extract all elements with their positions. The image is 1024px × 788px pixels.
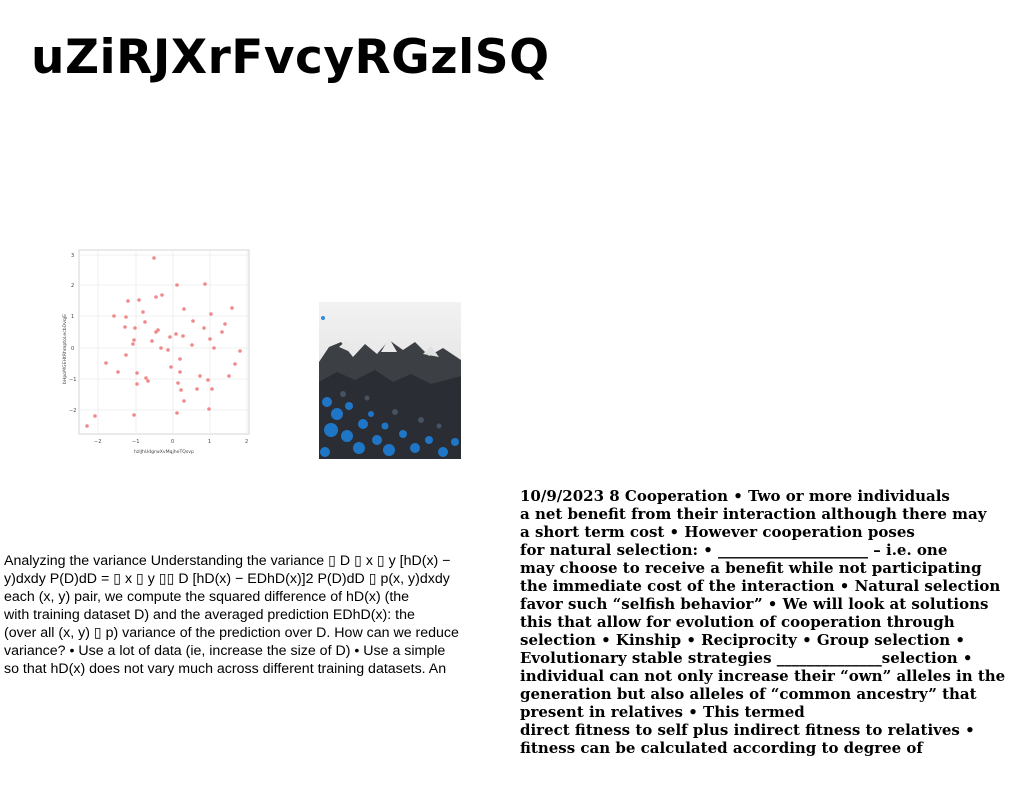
paragraph-line: generation but also alleles of “common a… <box>520 685 977 703</box>
x-axis-label: hzlJhUdgrwXvMqjheTQsvp <box>134 449 194 455</box>
y-axis-label: bHpoMGEHtRhmptoLecbDvqjE <box>62 314 68 384</box>
scatter-plot-image: 3 2 1 0 −1 −2 −2 −1 0 1 2 hzlJhUdgrwXvMq… <box>62 249 250 455</box>
paragraph-line: present in relatives • This termed <box>520 703 805 721</box>
x-tick-label: 2 <box>245 439 248 445</box>
paragraph-line: may choose to receive a benefit while no… <box>520 559 982 577</box>
paragraph-line: (over all (x, y) ▯ p) variance of the pr… <box>4 625 459 641</box>
paragraph-line: a short term cost • However cooperation … <box>520 523 915 541</box>
paragraph-line: with training dataset D) and the average… <box>4 607 415 623</box>
x-tick-label: 0 <box>171 439 174 445</box>
x-tick-label: 1 <box>208 439 211 445</box>
paragraph-line: selection • Kinship • Reciprocity • Grou… <box>520 631 965 649</box>
paragraph-line: so that hD(x) does not vary much across … <box>4 661 447 677</box>
paragraph-line: Evolutionary stable strategies _________… <box>520 649 973 667</box>
cooperation-paragraph: 10/9/2023 8 Cooperation • Two or more in… <box>520 487 1024 757</box>
scatter-points <box>85 256 242 428</box>
paragraph-line: variance? • Use a lot of data (ie, incre… <box>4 643 446 659</box>
paragraph-line: Analyzing the variance Understanding the… <box>4 553 451 569</box>
paragraph-line: direct fitness to self plus indirect fit… <box>520 721 975 739</box>
paragraph-line: favor such “selfish behavior” • We will … <box>520 595 989 613</box>
y-tick-label: 2 <box>71 283 74 289</box>
variance-paragraph: Analyzing the variance Understanding the… <box>4 552 514 678</box>
paragraph-line: 10/9/2023 8 Cooperation • Two or more in… <box>520 487 950 505</box>
paragraph-line: fitness can be calculated according to d… <box>520 739 923 757</box>
page-title: uZiRJXrFvcyRGzlSQ <box>31 30 550 85</box>
x-tick-label: −2 <box>94 439 101 445</box>
y-tick-label: −2 <box>69 408 76 414</box>
paragraph-line: each (x, y) pair, we compute the squared… <box>4 589 410 605</box>
y-tick-label: 0 <box>71 346 74 352</box>
paragraph-line: a net benefit from their interaction alt… <box>520 505 987 523</box>
x-tick-label: −1 <box>132 439 139 445</box>
y-tick-label: 3 <box>71 253 74 259</box>
landscape-photo <box>319 302 461 459</box>
y-tick-label: −1 <box>69 377 76 383</box>
y-tick-label: 1 <box>71 314 74 320</box>
paragraph-line: y)dxdy P(D)dD = ▯ x ▯ y ▯▯ D [hD(x) − ED… <box>4 571 450 587</box>
paragraph-line: this that allow for evolution of coopera… <box>520 613 955 631</box>
plot-gridlines <box>79 250 249 434</box>
paragraph-line: for natural selection: • _______________… <box>520 541 948 559</box>
paragraph-line: the immediate cost of the interaction • … <box>520 577 1001 595</box>
paragraph-line: individual can not only increase their “… <box>520 667 1006 685</box>
